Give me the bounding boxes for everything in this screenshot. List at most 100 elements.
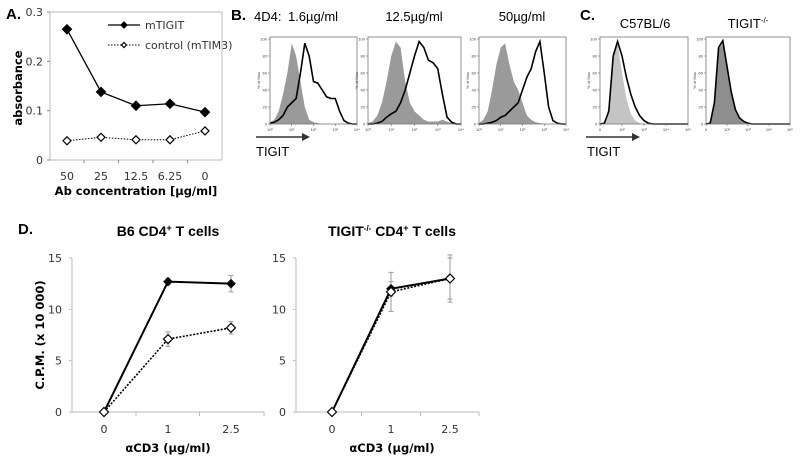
panel-a-data-point (130, 100, 142, 112)
panel-c-hist-ylabel: % of Max (692, 72, 697, 89)
panel-c-hist-xtick-label: 10² (724, 127, 730, 132)
panel-b-hist-1-stained-line (368, 39, 461, 125)
plot-d1-xtick-label: 2.5 (222, 423, 240, 436)
panel-b-label: B. (231, 7, 246, 24)
panel-b-hist-ytick-label: 0 (363, 122, 366, 127)
panel-c-hist-ytick-label: 20 (593, 105, 598, 110)
panel-b-hist-xtick-label: 10⁰ (267, 127, 273, 132)
panel-a-xlabel: Ab concentration [µg/ml] (55, 184, 218, 198)
panel-b-hist-ytick-label: 80 (472, 54, 477, 59)
panel-c-hist-ytick-label: 20 (699, 105, 704, 110)
panel-b-hist-2-stained-line (479, 38, 566, 125)
plot-d2-xtick-label: 0 (329, 423, 336, 436)
plot-d2-xtick-label: 2.5 (441, 423, 459, 436)
plot-d1-title: B6 CD4+ T cells (117, 223, 220, 239)
panel-b-hist-ytick-label: 100 (260, 37, 267, 42)
panel-a-ytick-label: 0.2 (26, 55, 44, 68)
panel-a-data-point (164, 98, 176, 110)
panel-c-hist-xtick-label: 10³ (745, 127, 751, 132)
plot-d1-data-point (225, 322, 237, 334)
panel-b-hist-xtick-label: 10⁰ (476, 127, 482, 132)
panel-a-data-point (61, 23, 73, 35)
panel-a-xtick-label: 25 (94, 170, 108, 183)
panel-c-hist-xtick-label: 10⁴ (766, 127, 772, 132)
panel-c-hist-ytick-label: 40 (699, 88, 704, 93)
panel-a-xtick-label: 12.5 (124, 170, 149, 183)
panel-a-xtick-label: 0 (202, 170, 209, 183)
plot-d2-ytick-label: 10 (272, 303, 286, 316)
panel-b-hist-ytick-label: 40 (472, 88, 477, 93)
panel-b-axis-label: TIGIT (256, 144, 289, 159)
panel-c-hist-xtick-label: 10⁵ (787, 127, 793, 132)
hist-b1-title: 1.6µg/ml (288, 9, 338, 24)
plot-d1-xlabel: αCD3 (µg/ml) (125, 441, 210, 455)
panel-a-data-point (131, 134, 141, 145)
panel-c-hist-xtick-label: 10⁴ (663, 127, 669, 132)
plot-d1-xtick-label: 0 (101, 423, 108, 436)
panel-c-hist-0-isotype-area (600, 43, 688, 124)
panel-c-hist-ylabel: % of Max (586, 72, 591, 89)
panel-b-hist-2-isotype-area (479, 43, 566, 124)
hist-c1-title: C57BL/6 (620, 16, 671, 31)
panel-c-arrowhead-icon (632, 133, 640, 141)
plot-d2-xtick-label: 1 (388, 423, 395, 436)
panel-c-hist-xtick-label: 0 (599, 127, 602, 132)
panel-b-hist-xtick-label: 10⁴ (458, 127, 464, 132)
panel-c-hist-xtick-label: 10³ (641, 127, 647, 132)
panel-a-data-point (96, 132, 106, 143)
panel-c-hist-1-isotype-area (706, 43, 790, 124)
panel-b-hist-xtick-label: 10⁴ (354, 127, 360, 132)
panel-b-prefix: 4D4: (254, 9, 281, 24)
panel-a-ytick-label: 0 (36, 154, 43, 167)
plot-d1-xtick-label: 1 (165, 423, 172, 436)
legend-mtigit-marker (120, 21, 128, 29)
plot-d2-data-point (385, 286, 397, 298)
panel-a-data-point (95, 86, 107, 98)
plot-d2-title: TIGIT-/- CD4+ T cells (328, 223, 456, 239)
hist-b3-title: 50µg/ml (499, 9, 546, 24)
panel-b-hist-xtick-label: 10¹ (498, 127, 504, 132)
hist-c2-title: TIGIT-/- (728, 16, 769, 31)
panel-b-hist-ytick-label: 80 (361, 54, 366, 59)
panel-a-data-point (200, 126, 210, 136)
plot-d1-ytick-label: 10 (48, 303, 62, 316)
plot-d2-ytick-label: 5 (279, 355, 286, 368)
panel-c-hist-xtick-label: 10² (619, 127, 625, 132)
panel-b-hist-1-isotype-area (368, 41, 461, 124)
panel-d-ylabel: C.P.M. (x 10 000) (33, 280, 47, 389)
panel-c-hist-ytick-label: 80 (593, 54, 598, 59)
plot-d2-ytick-label: 0 (279, 406, 286, 419)
plot-d1-data-point (226, 278, 236, 289)
panel-b-hist-xtick-label: 10³ (541, 127, 547, 132)
panel-b-hist-ytick-label: 100 (358, 37, 365, 42)
panel-c-hist-ytick-label: 100 (590, 37, 597, 42)
panel-b-hist-ytick-label: 40 (361, 88, 366, 93)
plot-d1-ytick-label: 15 (48, 252, 62, 265)
panel-c-hist-xtick-label: 10⁵ (685, 127, 691, 132)
panel-a-ytick-label: 0.3 (26, 6, 44, 19)
panel-b-hist-ylabel: % of Max (354, 72, 359, 89)
panel-b-hist-ytick-label: 80 (263, 54, 268, 59)
plot-d2-data-point (326, 406, 338, 418)
panel-a-plot-frame (49, 11, 223, 161)
panel-b-hist-ytick-label: 20 (263, 105, 268, 110)
panel-b-hist-xtick-label: 10⁰ (365, 127, 371, 132)
panel-b-arrowhead-icon (302, 133, 310, 141)
panel-c-hist-ytick-label: 100 (696, 37, 703, 42)
panel-a-data-point (199, 106, 211, 118)
panel-c-hist-ytick-label: 0 (595, 122, 598, 127)
panel-a-data-point (165, 134, 175, 145)
panel-b-hist-ylabel: % of Max (465, 72, 470, 89)
panel-b-hist-xtick-label: 10² (520, 127, 526, 132)
panel-c-label: C. (580, 7, 595, 24)
plot-d1-series-line-0 (103, 280, 232, 413)
plot-d2-xlabel: αCD3 (µg/ml) (349, 441, 434, 455)
panel-b-hist-ytick-label: 0 (265, 122, 268, 127)
panel-a-xtick-label: 50 (60, 170, 74, 183)
panel-c-axis-label: TIGIT (587, 144, 620, 159)
plot-d2-data-point (444, 273, 456, 284)
panel-b-hist-xtick-label: 10⁴ (563, 127, 569, 132)
panel-b-hist-ylabel: % of Max (256, 72, 261, 89)
panel-c-hist-ytick-label: 80 (699, 54, 704, 59)
plot-d1-data-point (98, 406, 110, 418)
